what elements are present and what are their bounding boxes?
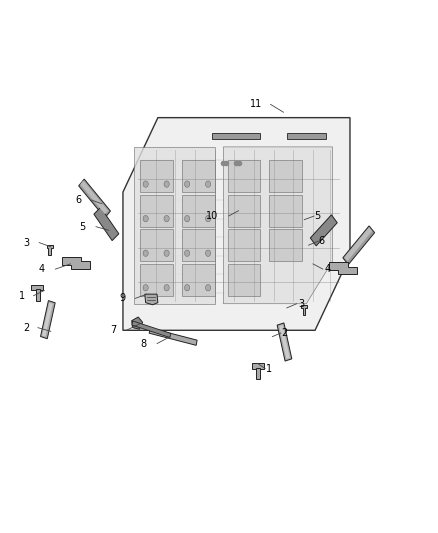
Text: 1: 1 bbox=[18, 290, 25, 301]
Polygon shape bbox=[145, 294, 158, 305]
Polygon shape bbox=[279, 325, 290, 359]
Circle shape bbox=[205, 181, 211, 187]
Polygon shape bbox=[123, 118, 350, 330]
Polygon shape bbox=[41, 301, 55, 339]
Bar bbox=[228, 195, 261, 227]
Bar bbox=[141, 160, 173, 192]
Text: 10: 10 bbox=[206, 211, 218, 221]
Polygon shape bbox=[212, 133, 261, 140]
Bar bbox=[141, 229, 173, 261]
Circle shape bbox=[184, 181, 190, 187]
Text: 5: 5 bbox=[80, 222, 86, 232]
Text: 8: 8 bbox=[141, 338, 147, 349]
Text: 6: 6 bbox=[318, 236, 325, 246]
Polygon shape bbox=[46, 245, 53, 255]
Circle shape bbox=[143, 181, 148, 187]
Bar bbox=[269, 195, 302, 227]
Circle shape bbox=[143, 215, 148, 222]
Text: 5: 5 bbox=[314, 211, 320, 221]
Circle shape bbox=[184, 285, 190, 291]
Polygon shape bbox=[80, 181, 108, 214]
Polygon shape bbox=[149, 328, 197, 345]
Circle shape bbox=[164, 250, 169, 256]
Text: 4: 4 bbox=[324, 264, 330, 274]
Text: 3: 3 bbox=[298, 298, 304, 309]
Bar bbox=[182, 264, 215, 296]
Text: 4: 4 bbox=[38, 264, 44, 274]
Bar bbox=[35, 289, 40, 301]
Bar bbox=[31, 285, 43, 290]
Polygon shape bbox=[79, 179, 110, 218]
Polygon shape bbox=[223, 147, 332, 304]
Polygon shape bbox=[132, 321, 171, 337]
Circle shape bbox=[143, 285, 148, 291]
Circle shape bbox=[143, 250, 148, 256]
Circle shape bbox=[164, 181, 169, 187]
Polygon shape bbox=[287, 133, 326, 140]
Circle shape bbox=[184, 250, 190, 256]
Polygon shape bbox=[344, 227, 372, 261]
Polygon shape bbox=[310, 215, 337, 246]
Circle shape bbox=[205, 215, 211, 222]
Polygon shape bbox=[277, 323, 292, 361]
Text: 1: 1 bbox=[266, 364, 272, 374]
Bar bbox=[182, 195, 215, 227]
Polygon shape bbox=[329, 262, 357, 274]
Polygon shape bbox=[134, 147, 215, 304]
Text: 2: 2 bbox=[23, 322, 29, 333]
Bar bbox=[228, 264, 261, 296]
Text: 3: 3 bbox=[23, 238, 29, 247]
Polygon shape bbox=[94, 207, 119, 240]
Bar bbox=[269, 160, 302, 192]
Circle shape bbox=[205, 250, 211, 256]
Polygon shape bbox=[343, 226, 374, 264]
Text: 9: 9 bbox=[119, 293, 125, 303]
Bar bbox=[182, 229, 215, 261]
Circle shape bbox=[164, 285, 169, 291]
Bar bbox=[256, 368, 261, 379]
Text: 2: 2 bbox=[282, 328, 288, 338]
Text: 6: 6 bbox=[75, 195, 81, 205]
Polygon shape bbox=[42, 303, 53, 337]
Bar bbox=[228, 229, 261, 261]
Circle shape bbox=[184, 215, 190, 222]
Bar bbox=[182, 160, 215, 192]
Polygon shape bbox=[132, 317, 143, 329]
Polygon shape bbox=[301, 305, 307, 316]
Bar bbox=[141, 264, 173, 296]
Bar bbox=[252, 364, 264, 368]
Bar bbox=[269, 229, 302, 261]
Bar bbox=[141, 195, 173, 227]
Bar bbox=[228, 160, 261, 192]
Circle shape bbox=[164, 215, 169, 222]
Text: 7: 7 bbox=[110, 325, 117, 335]
Polygon shape bbox=[62, 257, 90, 269]
Text: 11: 11 bbox=[250, 99, 262, 109]
Circle shape bbox=[205, 285, 211, 291]
